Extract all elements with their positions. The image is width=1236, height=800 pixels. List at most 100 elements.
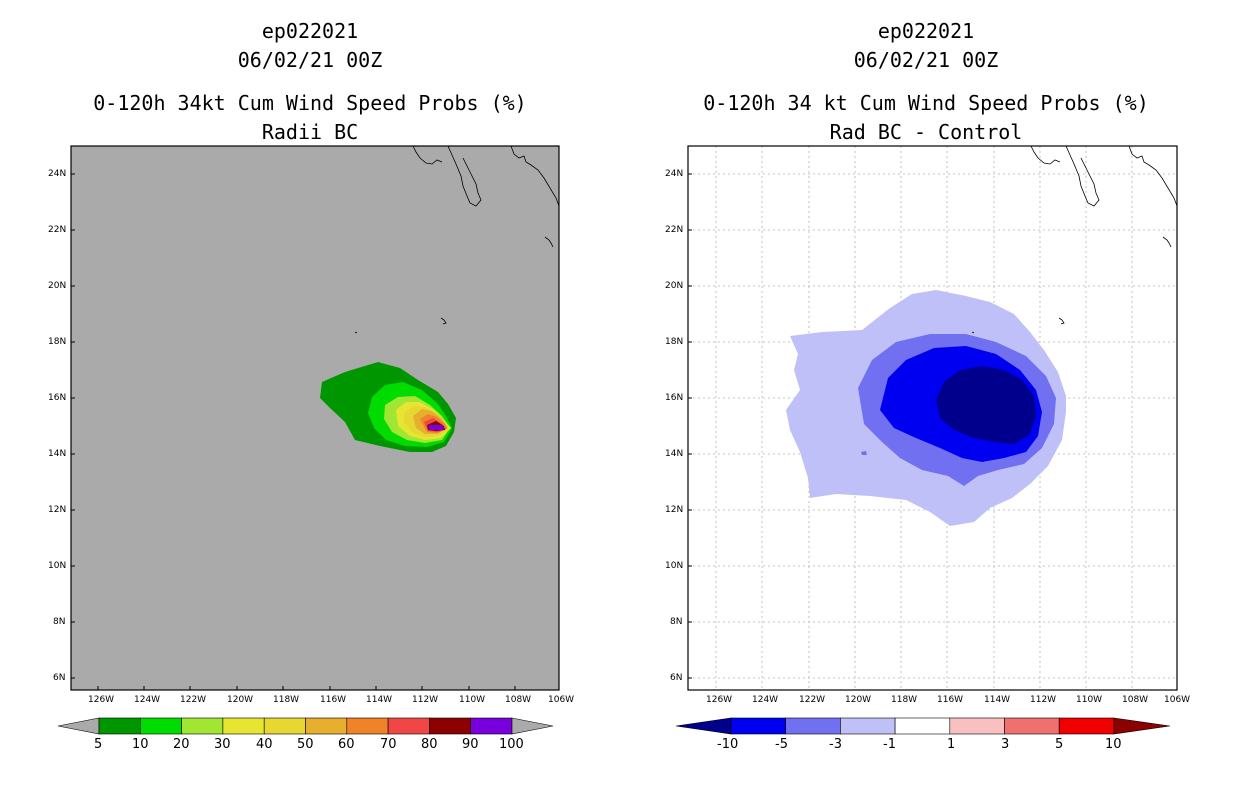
left-lat-label: 8N xyxy=(53,617,66,627)
left-map-frame xyxy=(70,145,560,691)
left-colorbar-label: 70 xyxy=(380,737,397,752)
left-lat-label: 12N xyxy=(48,505,67,515)
right-lon-label: 106W xyxy=(1164,695,1191,705)
diff-minus1-speck xyxy=(861,451,867,455)
left-colorbar-label: 5 xyxy=(94,737,103,752)
left-colorbar-segment xyxy=(222,717,265,735)
left-lat-label: 18N xyxy=(48,337,67,347)
left-lat-label: 6N xyxy=(53,673,66,683)
left-colorbar-segment xyxy=(98,717,141,735)
left-lon-label: 118W xyxy=(273,695,300,705)
left-colorbar-segment xyxy=(346,717,389,735)
left-lon-label: 110W xyxy=(459,695,486,705)
right-colorbar-label: 10 xyxy=(1105,737,1122,752)
left-colorbar-segment xyxy=(305,717,348,735)
left-colorbar-label: 30 xyxy=(214,737,231,752)
left-colorbar-label: 10 xyxy=(132,737,149,752)
right-colorbar-segment xyxy=(1004,717,1060,735)
right-lon-label: 114W xyxy=(984,695,1011,705)
right-lat-label: 8N xyxy=(670,617,683,627)
left-colorbar-segments xyxy=(98,717,513,735)
left-lon-label: 114W xyxy=(366,695,393,705)
right-colorbar-label: 3 xyxy=(1001,737,1010,752)
left-title-storm: ep022021 xyxy=(261,19,359,43)
left-lat-label: 24N xyxy=(48,169,67,179)
left-title-time: 06/02/21 00Z xyxy=(237,48,383,72)
left-lon-label: 108W xyxy=(505,695,532,705)
left-colorbar-label: 90 xyxy=(462,737,479,752)
right-map xyxy=(687,145,1178,691)
right-title-storm: ep022021 xyxy=(877,19,975,43)
right-lat-label: 18N xyxy=(665,337,684,347)
right-colorbar-high-arrow xyxy=(1113,717,1171,735)
right-colorbar-segment xyxy=(894,717,951,735)
right-coastline xyxy=(971,145,1178,334)
right-colorbar-segment xyxy=(840,717,896,735)
left-lon-label: 120W xyxy=(227,695,254,705)
right-title-product: 0-120h 34 kt Cum Wind Speed Probs (%) xyxy=(703,91,1149,115)
right-lat-label: 20N xyxy=(665,281,684,291)
right-lat-label: 16N xyxy=(665,393,684,403)
left-colorbar-label: 20 xyxy=(173,737,190,752)
right-colorbar-segment xyxy=(1058,717,1115,735)
left-map xyxy=(70,145,560,691)
left-lat-label: 16N xyxy=(48,393,67,403)
left-lon-label: 126W xyxy=(88,695,115,705)
left-colorbar-label: 60 xyxy=(338,737,355,752)
left-lon-label: 112W xyxy=(412,695,439,705)
left-title-subtitle: Radii BC xyxy=(261,120,359,144)
right-colorbar-low-arrow xyxy=(675,717,732,735)
right-lon-label: 108W xyxy=(1122,695,1149,705)
left-colorbar-segment xyxy=(470,717,513,735)
right-title-subtitle: Rad BC - Control xyxy=(829,120,1023,144)
right-lon-label: 120W xyxy=(845,695,872,705)
right-lat-label: 6N xyxy=(670,673,683,683)
right-lat-label: 14N xyxy=(665,449,684,459)
right-colorbar-label: -3 xyxy=(829,737,842,752)
left-lon-label: 122W xyxy=(180,695,207,705)
left-lat-label: 14N xyxy=(48,449,67,459)
right-colorbar-label: -5 xyxy=(775,737,788,752)
right-map-frame xyxy=(687,145,1178,691)
right-colorbar-label: 1 xyxy=(947,737,956,752)
left-colorbar-label: 80 xyxy=(421,737,438,752)
right-colorbar-label: -10 xyxy=(717,737,739,752)
right-colorbar-segment xyxy=(785,717,841,735)
right-lon-label: 116W xyxy=(937,695,964,705)
left-colorbar xyxy=(57,717,554,735)
left-colorbar-segment xyxy=(140,717,182,735)
diff-minus10-contour xyxy=(936,366,1036,444)
left-colorbar-low-arrow xyxy=(57,717,100,735)
right-lon-label: 110W xyxy=(1076,695,1103,705)
left-lon-label: 124W xyxy=(134,695,161,705)
left-coastline xyxy=(354,145,560,334)
right-colorbar-segment xyxy=(730,717,787,735)
left-lat-label: 10N xyxy=(48,561,67,571)
left-colorbar-high-arrow xyxy=(511,717,554,735)
left-lon-label: 116W xyxy=(320,695,347,705)
right-colorbar xyxy=(675,717,1171,735)
right-lat-label: 24N xyxy=(665,169,684,179)
left-title-product: 0-120h 34kt Cum Wind Speed Probs (%) xyxy=(93,91,527,115)
right-lon-label: 122W xyxy=(799,695,826,705)
right-lat-label: 12N xyxy=(665,505,684,515)
left-colorbar-segment xyxy=(181,717,224,735)
right-colorbar-label: -1 xyxy=(883,737,896,752)
right-colorbar-segments xyxy=(730,717,1115,735)
prob-90pct-contour xyxy=(429,425,444,430)
left-colorbar-label: 50 xyxy=(297,737,314,752)
right-lon-label: 112W xyxy=(1030,695,1057,705)
left-colorbar-segment xyxy=(387,717,430,735)
right-colorbar-label: 5 xyxy=(1055,737,1064,752)
right-lat-label: 10N xyxy=(665,561,684,571)
right-lon-label: 126W xyxy=(706,695,733,705)
right-lat-label: 22N xyxy=(665,225,684,235)
left-colorbar-segment xyxy=(429,717,471,735)
left-colorbar-label: 100 xyxy=(499,737,524,752)
left-map-background xyxy=(71,146,559,690)
right-lon-label: 124W xyxy=(752,695,779,705)
axis-ticks xyxy=(71,173,692,690)
left-lon-label: 106W xyxy=(548,695,575,705)
right-title-time: 06/02/21 00Z xyxy=(853,48,999,72)
left-colorbar-segment xyxy=(263,717,306,735)
